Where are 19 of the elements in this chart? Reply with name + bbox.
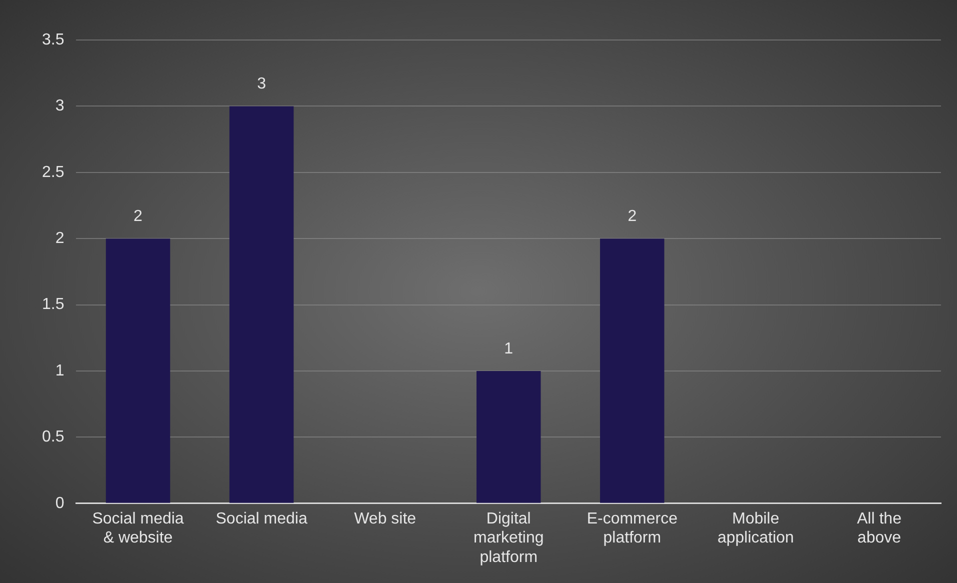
y-tick-label: 2.5 <box>42 164 64 181</box>
x-tick-label: Digital marketing platform <box>473 510 544 566</box>
data-label: 1 <box>504 340 514 358</box>
y-tick-label: 1 <box>55 362 64 380</box>
data-label: 2 <box>628 208 637 226</box>
x-tick-label: Social media <box>216 510 308 528</box>
data-label: 3 <box>257 76 266 93</box>
y-tick-label: 0.5 <box>42 428 64 446</box>
y-tick-label: 3 <box>55 98 64 115</box>
data-label: 2 <box>134 208 143 226</box>
x-tick-label: Web site <box>354 510 416 528</box>
x-tick-label: Mobile application <box>717 510 794 547</box>
y-tick-label: 0 <box>55 494 64 512</box>
y-tick-label: 3.5 <box>42 31 64 48</box>
y-tick-label: 2 <box>55 230 64 248</box>
x-tick-label: Social media & website <box>92 510 184 547</box>
x-tick-label: All the above <box>856 510 902 547</box>
x-tick-label: E-commerce platform <box>586 510 678 547</box>
y-tick-label: 1.5 <box>42 296 64 314</box>
